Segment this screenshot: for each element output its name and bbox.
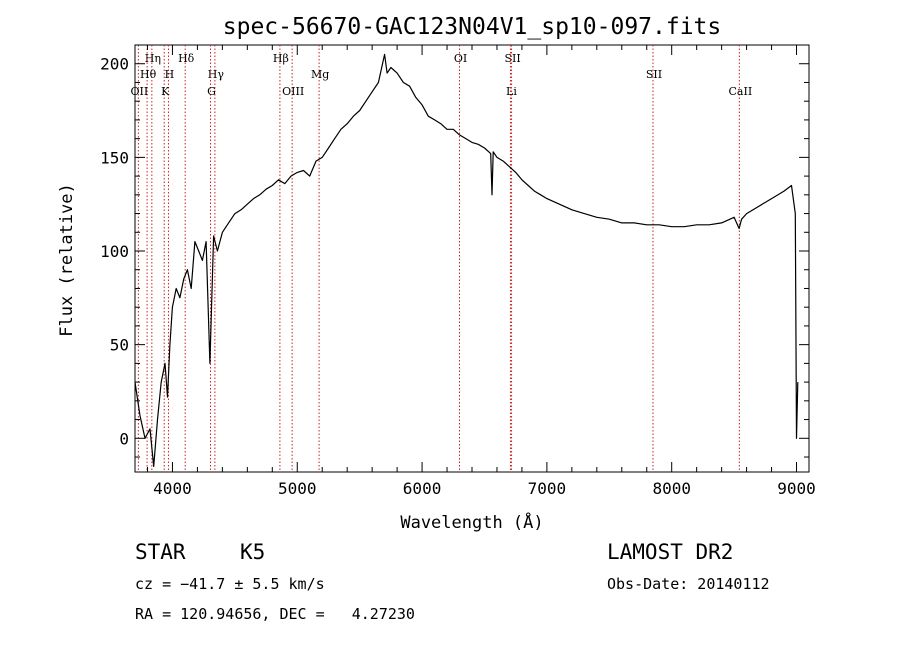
marker-label-mg: Mg xyxy=(311,68,329,81)
marker-label-hη: Hη xyxy=(145,52,161,65)
axis-ticks: 4000 5000 6000 7000 8000 9000 0 50 100 150 200 xyxy=(100,44,816,498)
marker-label-k: K xyxy=(161,85,170,98)
marker-label-oi: OI xyxy=(454,52,467,65)
x-axis-label: Wavelength (Å) xyxy=(400,511,543,533)
marker-label-hβ: Hβ xyxy=(273,52,289,65)
y-tick-label: 0 xyxy=(119,429,129,448)
y-tick-label: 200 xyxy=(100,55,129,74)
marker-label-h: H xyxy=(165,68,175,81)
marker-label-caii: CaII xyxy=(729,85,753,98)
x-tick-label: 8000 xyxy=(652,479,691,498)
x-tick-label: 5000 xyxy=(278,479,317,498)
observation-date: Obs-Date: 20140112 xyxy=(607,575,770,593)
x-tick-label: 7000 xyxy=(528,479,567,498)
marker-label-hγ: Hγ xyxy=(208,68,225,81)
marker-label-sii: SII xyxy=(504,52,520,65)
series-group xyxy=(134,53,799,467)
x-tick-label: 9000 xyxy=(777,479,816,498)
plot-frame xyxy=(134,44,810,473)
y-tick-label: 50 xyxy=(110,336,129,355)
y-tick-label: 100 xyxy=(100,242,129,261)
sky-coordinates: RA = 120.94656, DEC = 4.27230 xyxy=(135,605,415,623)
y-axis-label: Flux (relative) xyxy=(57,183,77,337)
marker-label-oii: OII xyxy=(131,85,149,98)
marker-label-hδ: Hδ xyxy=(178,52,195,65)
marker-label-hθ: Hθ xyxy=(140,68,157,81)
redshift-velocity: cz = −41.7 ± 5.5 km/s xyxy=(135,575,325,593)
survey-name: LAMOST DR2 xyxy=(607,540,734,564)
chart-title: spec-56670-GAC123N04V1_sp10-097.fits xyxy=(223,14,722,40)
object-subclass: K5 xyxy=(240,540,266,564)
object-class: STAR xyxy=(135,540,186,564)
x-tick-label: 4000 xyxy=(153,479,192,498)
marker-label-sii: SII xyxy=(646,68,662,81)
marker-label-li: Li xyxy=(506,85,517,98)
marker-label-g: G xyxy=(207,85,216,98)
marker-label-oiii: OIII xyxy=(282,85,304,98)
x-tick-label: 6000 xyxy=(403,479,442,498)
flux-series-line xyxy=(134,53,799,467)
y-tick-label: 150 xyxy=(100,148,129,167)
